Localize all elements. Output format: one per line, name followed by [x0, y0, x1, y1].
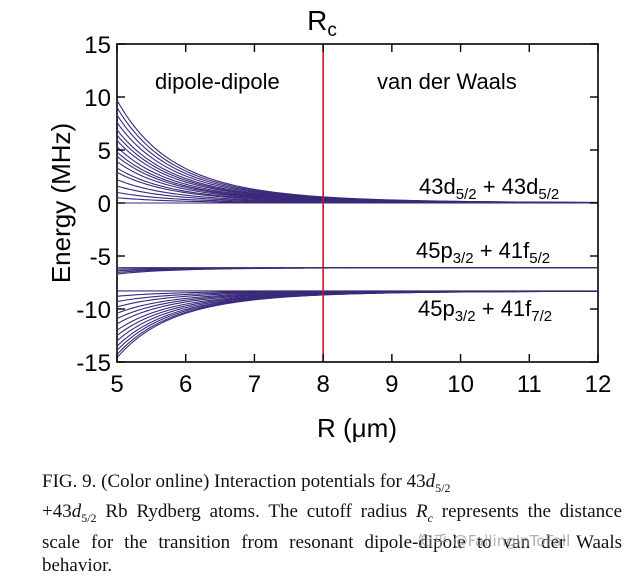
- y-tick-label: 10: [84, 85, 111, 112]
- state-label-top: 43d5/2 + 43d5/2: [419, 174, 559, 203]
- x-tick-label: 9: [385, 371, 398, 398]
- x-tick-label: 8: [316, 371, 329, 398]
- x-tick-label: 6: [179, 371, 192, 398]
- x-tick-label: 12: [585, 371, 612, 398]
- figure-caption: FIG. 9. (Color online) Interaction poten…: [42, 471, 623, 577]
- potential-curve-band2-13: [116, 290, 599, 359]
- y-tick-label: 15: [84, 32, 111, 59]
- x-axis-title: R (μm): [317, 413, 397, 443]
- y-tick-label: -10: [76, 297, 111, 324]
- x-tick-label: 10: [447, 371, 474, 398]
- x-tick-label: 11: [517, 371, 542, 398]
- y-tick-label: 5: [98, 138, 111, 165]
- y-tick-label: 0: [98, 191, 111, 218]
- state-label-mid: 45p3/2 + 41f5/2: [416, 238, 550, 267]
- y-tick-label: -15: [76, 350, 111, 377]
- x-tick-label: 7: [248, 371, 261, 398]
- figure-canvas: 5 6 7 8 9 10 11 12 15 10 5 0 -5 -10 -15 Rc dipole-dipo…: [46, 5, 611, 443]
- watermark-text: 知乎 @FallingInToFall: [418, 532, 571, 550]
- y-tick-label: -5: [90, 244, 111, 271]
- axes-group: 5 6 7 8 9 10 11 12 15 10 5 0 -5 -10 -15: [76, 32, 611, 398]
- curve-group: [116, 99, 599, 359]
- region-label-vdw: van der Waals: [377, 69, 517, 94]
- potential-curve-band1-4: [116, 267, 598, 275]
- x-tick-label: 5: [110, 371, 123, 398]
- y-axis-title: Energy (MHz): [46, 123, 76, 283]
- rc-label: Rc: [307, 5, 337, 41]
- state-label-bot: 45p3/2 + 41f7/2: [418, 296, 552, 325]
- region-label-dipole: dipole-dipole: [155, 69, 280, 94]
- caption-fig-label: FIG. 9.: [42, 471, 97, 492]
